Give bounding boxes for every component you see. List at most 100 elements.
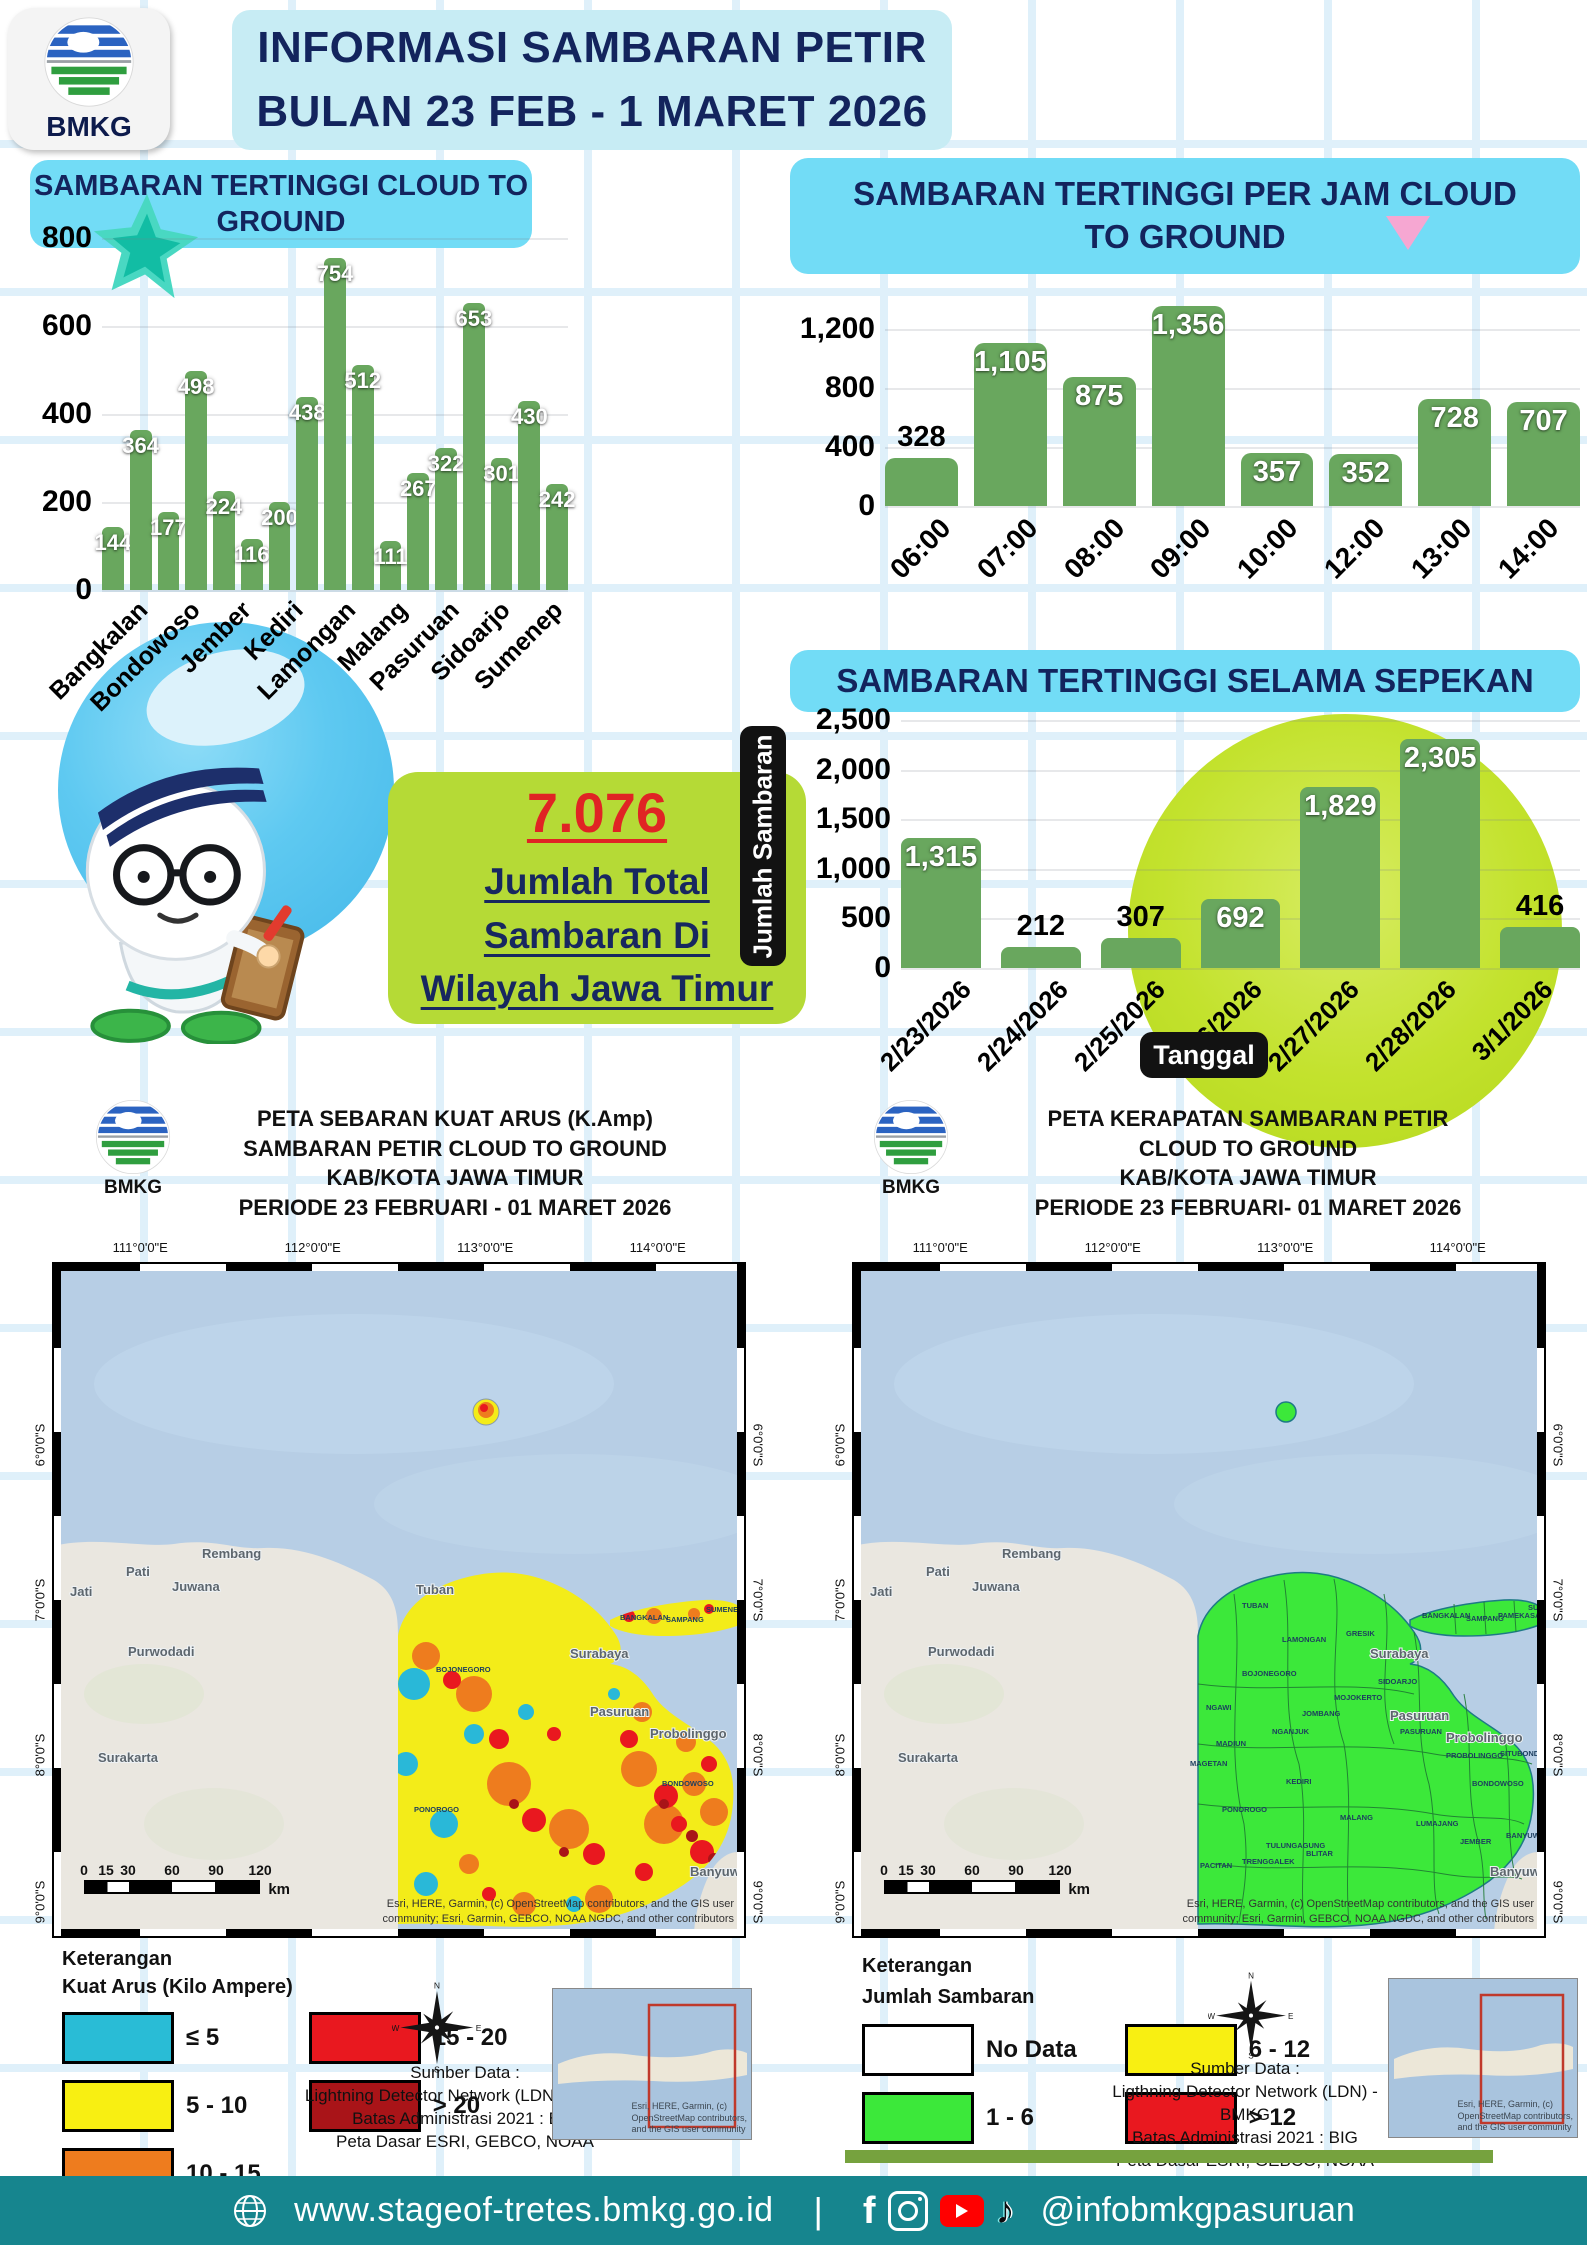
legend-label: ≤ 5	[186, 2024, 220, 2051]
legend-swatch	[62, 2080, 174, 2132]
bar-value-label: 307	[1116, 900, 1165, 933]
y-tick-label: 1,500	[815, 802, 891, 836]
text-line: Esri, HERE, Garmin, (c) OpenStreetMap co…	[1186, 1898, 1534, 1911]
bar-value-label: 498	[177, 373, 215, 399]
y-tick-label: 400	[824, 430, 875, 464]
scale-number: 30	[920, 1862, 936, 1878]
bar: 352	[1329, 454, 1403, 506]
page-title: INFORMASI SAMBARAN PETIR BULAN 23 FEB - …	[232, 10, 952, 150]
bar-value-label: 653	[455, 305, 493, 331]
scale-number: 15	[98, 1862, 114, 1878]
x-tick-label: 12:00	[1318, 512, 1391, 585]
text-line: community; Esri, Garmin, GEBCO, NOAA NGD…	[382, 1912, 735, 1925]
footer-social-handle[interactable]: @infobmkgpasuruan	[1040, 2191, 1355, 2229]
map-attribution: Esri, HERE, Garmin, (c) OpenStreetMap co…	[1104, 1897, 1535, 1926]
gridline	[885, 506, 1580, 508]
lon-label: 113°0'0"E	[457, 1240, 514, 1255]
total-caption-line1: Jumlah Total	[484, 861, 710, 903]
bar-cell: 692	[1200, 899, 1281, 968]
bmkg-logo-text: BMKG	[46, 111, 132, 142]
legend-item: > 12	[1124, 2092, 1310, 2144]
tiktok-icon[interactable]: ♪	[995, 2189, 1015, 2232]
legend-label: 1 - 6	[986, 2104, 1035, 2131]
map-place-label: Pati	[926, 1564, 950, 1579]
legend-item: ≤ 5	[62, 2012, 261, 2064]
bar-value-label: 692	[1216, 902, 1265, 935]
bmkg-logo-card: BMKG	[8, 8, 170, 150]
y-tick-label: 2,500	[815, 703, 891, 736]
gridline	[885, 388, 1580, 391]
map-frame-edge	[54, 1929, 744, 1936]
legend-swatch	[1124, 2092, 1237, 2144]
map-place-label: SITUBONDO	[1500, 1749, 1544, 1758]
map-place-label: SAMPANG	[1466, 1614, 1504, 1623]
instagram-icon[interactable]	[887, 2190, 928, 2231]
bar: 498	[178, 370, 215, 590]
legend-swatch	[308, 2080, 421, 2132]
text-line: CLOUD TO GROUND	[1138, 1135, 1358, 1161]
map-place-label: SAMPANG	[666, 1615, 704, 1624]
bar: 357	[1240, 453, 1314, 506]
left-map: 111°0'0"E 112°0'0"E 113°0'0"E 114°0'0"E 6°0…	[33, 1240, 766, 1938]
scale-bar-graphic	[884, 1880, 1060, 1894]
bar-cell: 728	[1418, 398, 1492, 506]
x-tick-label: 2/28/2026	[1358, 974, 1462, 1078]
bar-value-label: 364	[122, 432, 159, 458]
gridline	[102, 238, 568, 240]
bar: 322	[428, 448, 464, 590]
lat-label: 6°0'0"S	[32, 1424, 48, 1467]
bar-value-label: 267	[399, 475, 437, 501]
map-place-label: Rembang	[202, 1546, 261, 1561]
right-map-title: PETA KERAPATAN SAMBARAN PETIR CLOUD TO GR…	[968, 1104, 1528, 1223]
map-place-label: BANGKALAN	[1422, 1611, 1470, 1620]
lon-label: 112°0'0"E	[284, 1240, 341, 1255]
chart-selama-sepekan: 2,500 2,000 1,500 1,000 500 0 1,315 212 307 692 1,…	[803, 703, 1581, 1128]
footer-separator: |	[813, 2189, 823, 2231]
lat-label: 8°0'0"S	[832, 1733, 848, 1776]
x-tick-label: 08:00	[1057, 512, 1131, 585]
bar-value-label: 111	[373, 544, 408, 570]
bar: 116	[234, 538, 269, 590]
bar-cell: 416	[1500, 890, 1581, 968]
scale-bar: 0 15 30 60 90 120 km	[80, 1862, 290, 1898]
map-place-label: SUMENEP	[706, 1605, 743, 1614]
y-tick-label: 0	[874, 951, 891, 984]
bar: 177	[150, 512, 187, 590]
map-place-label: TUBAN	[1242, 1601, 1268, 1610]
scale-number: 90	[208, 1862, 224, 1878]
inset-java-map	[1389, 1979, 1577, 2137]
bar: 430	[511, 400, 548, 590]
bar: 438	[289, 397, 326, 590]
bar: 267	[400, 472, 437, 590]
longitude-labels: 111°0'0"E 112°0'0"E 113°0'0"E 114°0'0"E	[854, 1240, 1544, 1260]
map-frame-edge	[1537, 1264, 1544, 1936]
facebook-icon[interactable]: f	[862, 2189, 876, 2232]
map-place-label: PACITAN	[1200, 1861, 1232, 1870]
footer-website-link[interactable]: www.stageof-tretes.bmkg.go.id	[294, 2191, 774, 2229]
bar-value-label: 1,315	[904, 840, 978, 873]
star-decoration-icon	[93, 193, 199, 299]
y-tick-label: 1,000	[815, 851, 891, 885]
legend-swatch	[862, 2092, 974, 2144]
bar: 242	[539, 483, 575, 590]
text-line: PETA SEBARAN KUAT ARUS (K.Amp)	[257, 1106, 653, 1131]
gridline	[901, 868, 1580, 871]
bar-cell: 116	[234, 538, 269, 590]
bar-cell: 242	[539, 483, 575, 590]
legend-label: 6 - 12	[1248, 2036, 1311, 2063]
lat-label: 7°0'0"S	[750, 1578, 766, 1622]
scale-number: 90	[1008, 1862, 1024, 1878]
gridline	[901, 819, 1580, 822]
youtube-icon[interactable]	[939, 2194, 984, 2227]
map-place-label: Pasuruan	[590, 1704, 649, 1719]
bar-value-label: 512	[344, 367, 382, 393]
lat-label: 7°0'0"S	[1550, 1578, 1566, 1622]
legend-item: 6 - 12	[1124, 2024, 1311, 2076]
map-frame-edge	[854, 1264, 861, 1936]
lat-label: 9°0'0"S	[750, 1881, 766, 1924]
bar: 224	[206, 491, 242, 590]
map-frame-edge	[854, 1264, 1544, 1271]
map-place-label: Probolinggo	[1446, 1730, 1523, 1745]
lon-label: 114°0'0"E	[1429, 1240, 1486, 1255]
bar	[885, 457, 958, 506]
